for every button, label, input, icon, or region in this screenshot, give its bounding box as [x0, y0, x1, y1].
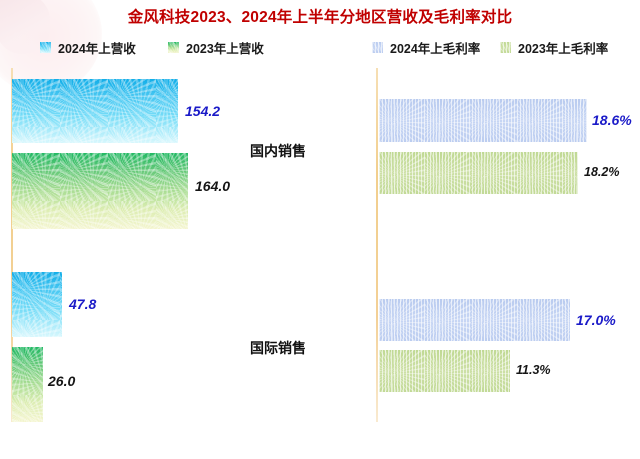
bar-value-revenue-international-2023: 26.0 [48, 373, 76, 389]
bar-value-margin-international-2023: 11.3% [516, 363, 551, 377]
legend-swatch-icon [40, 42, 51, 53]
bar-margin-domestic-2024[interactable] [379, 99, 587, 142]
legend-item-revenue-2023[interactable]: 2023年上营收 [168, 38, 264, 57]
bar-value-margin-domestic-2024: 18.6% [592, 112, 632, 128]
bar-margin-international-2024[interactable] [379, 299, 570, 341]
bar-margin-domestic-2023[interactable] [379, 152, 578, 194]
bar-value-revenue-domestic-2024: 154.2 [185, 103, 221, 119]
bar-value-margin-international-2024: 17.0% [576, 312, 616, 328]
legend-item-label: 2023年上营收 [186, 42, 264, 56]
revenue-axis-line [11, 68, 13, 422]
category-label-domestic: 国内销售 [250, 143, 306, 159]
bar-value-margin-domestic-2023: 18.2% [584, 165, 620, 179]
bar-value-revenue-domestic-2023: 164.0 [195, 178, 231, 194]
legend-item-margin-2024[interactable]: 2024年上毛利率 [372, 38, 480, 57]
bar-revenue-international-2023[interactable] [12, 347, 43, 422]
bar-value-revenue-international-2024: 47.8 [69, 296, 97, 312]
bar-revenue-domestic-2023[interactable] [12, 153, 188, 229]
legend-swatch-icon [168, 42, 179, 53]
legend-item-label: 2024年上营收 [58, 42, 136, 56]
margin-axis-line [376, 68, 378, 422]
bar-margin-international-2023[interactable] [379, 350, 510, 392]
legend-item-label: 2024年上毛利率 [390, 42, 481, 56]
legend-swatch-icon [372, 42, 383, 53]
legend-item-revenue-2024[interactable]: 2024年上营收 [40, 38, 136, 57]
gross-margin-chart-panel: 18.6% 18.2% 17.0% 11.3% [368, 68, 640, 428]
chart-legend: 2024年上营收 2023年上营收 2024年上毛利率 2023年上毛利率 [0, 38, 640, 60]
legend-swatch-icon [500, 42, 511, 53]
bar-revenue-international-2024[interactable] [12, 272, 62, 337]
bar-revenue-domestic-2024[interactable] [12, 79, 178, 143]
category-label-international: 国际销售 [250, 340, 306, 356]
revenue-chart-panel: 154.2 164.0 国内销售 47.8 26.0 国际销售 [0, 68, 368, 428]
legend-item-label: 2023年上毛利率 [518, 42, 609, 56]
page-title: 金风科技2023、2024年上半年分地区营收及毛利率对比 [127, 9, 513, 26]
legend-item-margin-2023[interactable]: 2023年上毛利率 [500, 38, 608, 57]
